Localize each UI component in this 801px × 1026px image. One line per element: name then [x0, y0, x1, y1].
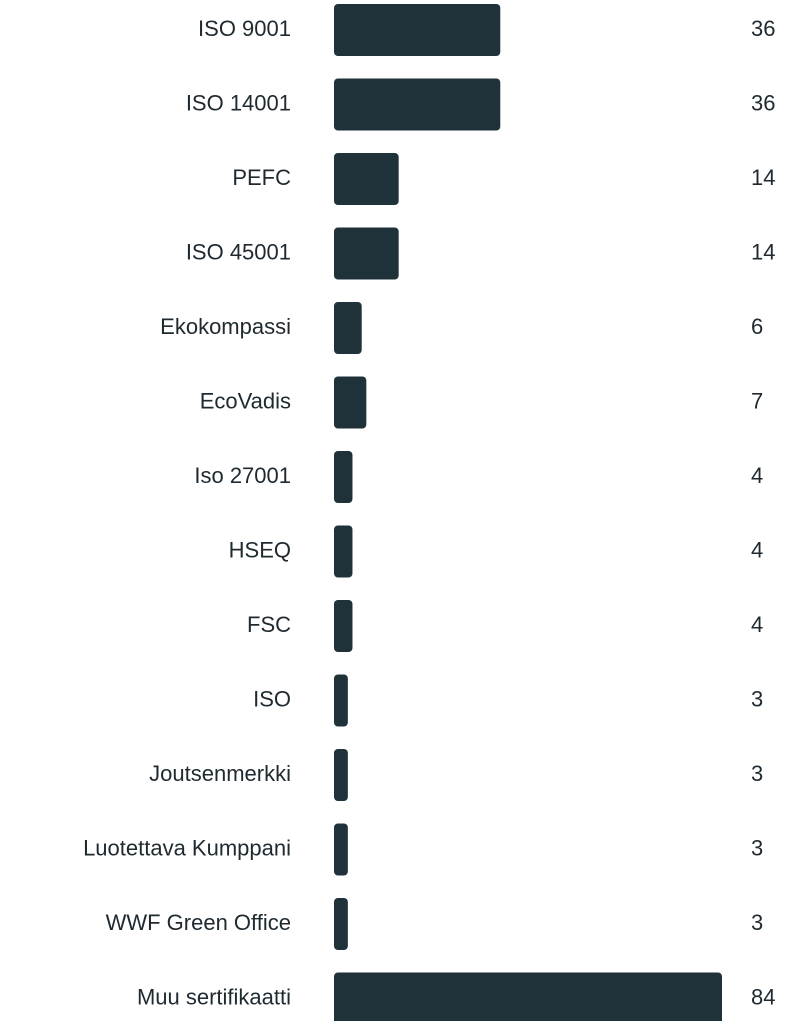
category-label: FSC — [247, 612, 291, 637]
value-label: 14 — [751, 239, 775, 264]
value-label: 4 — [751, 463, 763, 488]
value-label: 84 — [751, 984, 775, 1009]
bar — [334, 600, 353, 652]
bar — [334, 898, 348, 950]
value-label: 4 — [751, 612, 763, 637]
bar — [334, 451, 353, 503]
value-label: 14 — [751, 165, 775, 190]
category-label: WWF Green Office — [106, 910, 291, 935]
value-label: 4 — [751, 537, 763, 562]
category-label: ISO 14001 — [186, 90, 291, 115]
bar — [334, 302, 362, 354]
bar — [334, 823, 348, 876]
category-label: Ekokompassi — [160, 314, 291, 339]
category-label: Muu sertifikaatti — [137, 984, 291, 1009]
bar — [334, 972, 722, 1025]
value-label: 3 — [751, 910, 763, 935]
value-label: 3 — [751, 761, 763, 786]
category-label: ISO — [253, 686, 291, 711]
bar — [334, 674, 348, 727]
value-label: 36 — [751, 16, 775, 41]
bar — [334, 525, 353, 578]
value-label: 7 — [751, 388, 763, 413]
bar — [334, 376, 367, 429]
category-label: EcoVadis — [200, 388, 291, 413]
bar — [334, 227, 399, 280]
value-label: 36 — [751, 90, 775, 115]
value-label: 3 — [751, 835, 763, 860]
bar — [334, 749, 348, 801]
bar — [334, 4, 501, 56]
category-label: HSEQ — [229, 537, 291, 562]
category-label: ISO 9001 — [198, 16, 291, 41]
category-label: PEFC — [232, 165, 291, 190]
category-label: ISO 45001 — [186, 239, 291, 264]
bar — [334, 153, 399, 205]
category-label: Joutsenmerkki — [149, 761, 291, 786]
bar — [334, 78, 501, 131]
category-label: Luotettava Kumppani — [83, 835, 291, 860]
value-label: 3 — [751, 686, 763, 711]
category-label: Iso 27001 — [194, 463, 291, 488]
value-label: 6 — [751, 314, 763, 339]
